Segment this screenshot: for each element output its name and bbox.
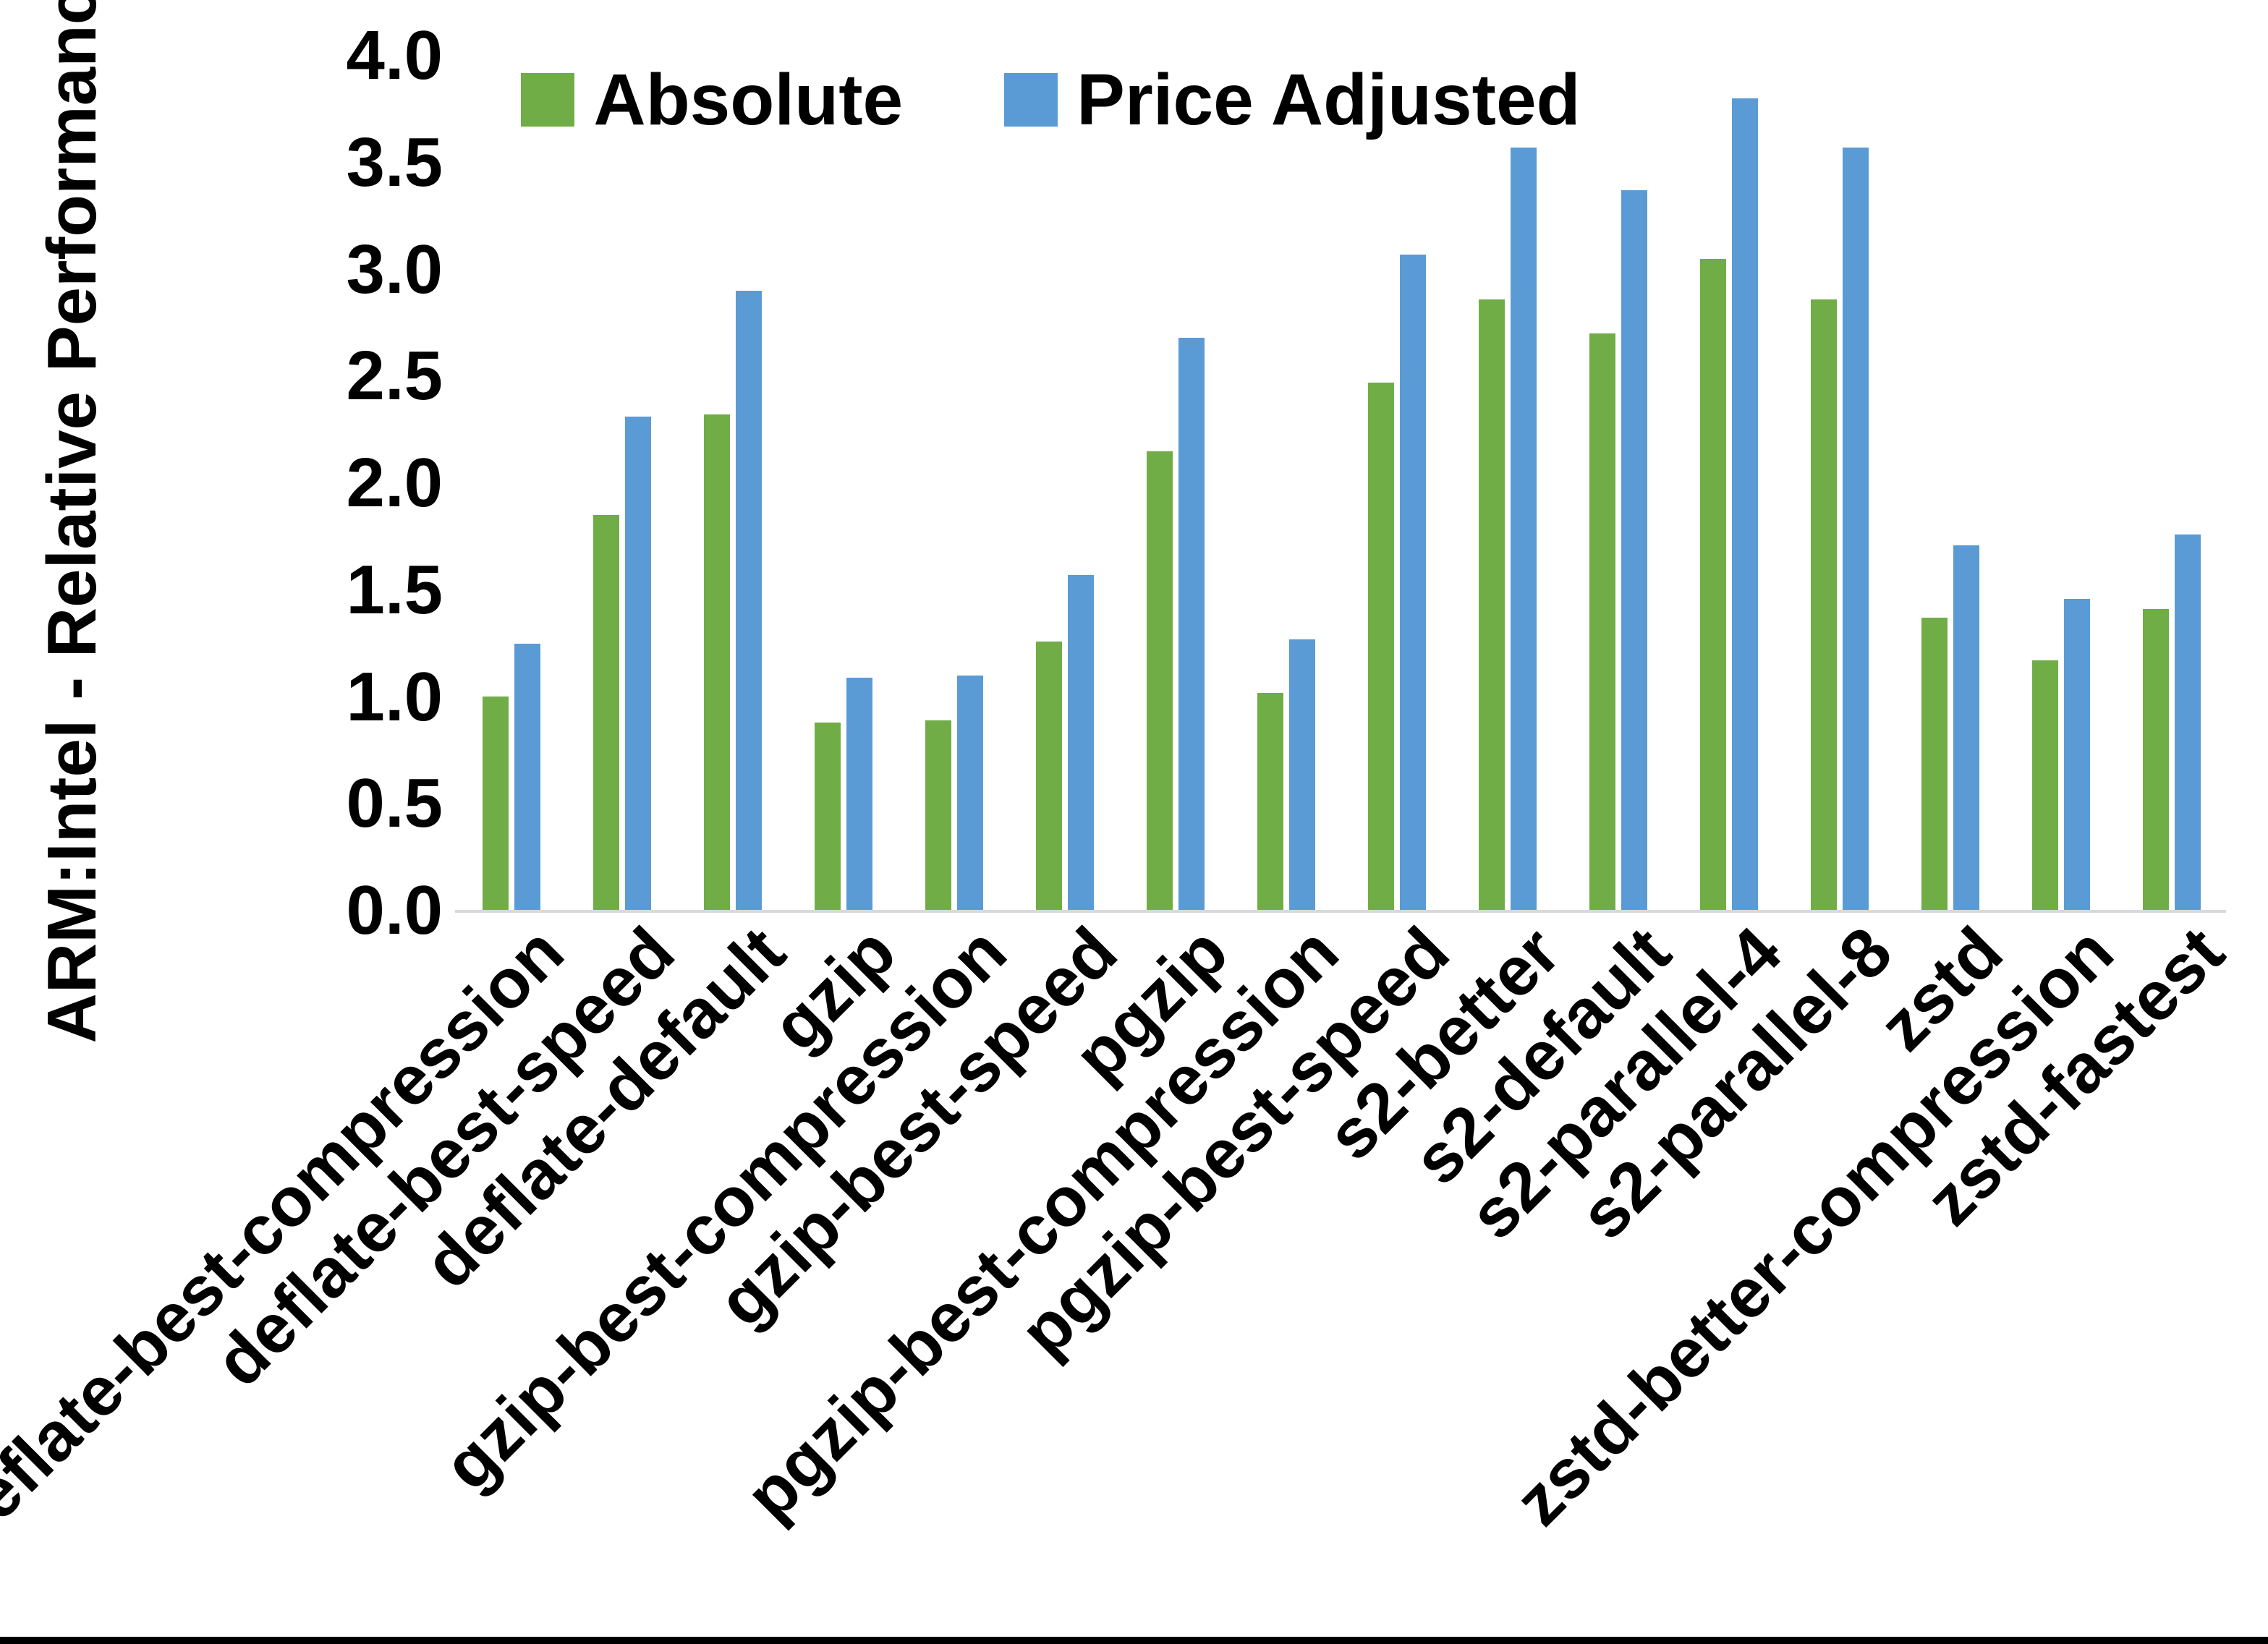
legend-item-absolute: Absolute xyxy=(521,64,903,136)
bar-price-adjusted-s2-default xyxy=(1621,190,1647,911)
bar-absolute-deflate-best-compression xyxy=(483,697,509,911)
bar-absolute-pgzip xyxy=(1147,451,1173,911)
bar-price-adjusted-gzip xyxy=(846,678,872,911)
y-tick-label-0.0: 0.0 xyxy=(346,872,443,949)
bar-price-adjusted-s2-parallel-4 xyxy=(1732,98,1758,911)
x-axis-line xyxy=(455,910,2226,913)
y-tick-label-1.5: 1.5 xyxy=(346,550,443,629)
bar-absolute-deflate-best-speed xyxy=(593,515,619,911)
bar-absolute-s2-parallel-4 xyxy=(1700,259,1726,911)
bar-price-adjusted-zstd xyxy=(1953,545,1979,911)
absolute-series-swatch-icon xyxy=(521,73,575,127)
bar-absolute-zstd xyxy=(1921,618,1948,911)
bar-price-adjusted-deflate-default xyxy=(736,291,762,911)
bar-absolute-gzip-best-speed xyxy=(1036,642,1062,911)
y-tick-label-2.5: 2.5 xyxy=(346,337,443,415)
bar-price-adjusted-s2-better xyxy=(1511,148,1537,911)
bottom-border-bar xyxy=(0,1637,2268,1644)
y-tick-label-3.0: 3.0 xyxy=(346,230,443,308)
legend: Absolute Price Adjusted xyxy=(0,64,2185,136)
bar-price-adjusted-zstd-better-compression xyxy=(2064,599,2090,911)
bar-absolute-gzip-best-compression xyxy=(925,720,951,911)
price-adjusted-series-swatch-icon xyxy=(1004,73,1058,127)
bar-price-adjusted-pgzip-best-compression xyxy=(1289,639,1315,911)
bar-price-adjusted-deflate-best-speed xyxy=(625,417,651,911)
y-tick-label-3.5: 3.5 xyxy=(346,123,443,201)
bar-absolute-pgzip-best-compression xyxy=(1257,693,1283,911)
legend-item-price-adjusted: Price Adjusted xyxy=(1004,59,1581,140)
bar-price-adjusted-pgzip-best-speed xyxy=(1400,255,1426,911)
bar-absolute-deflate-default xyxy=(704,414,730,911)
bar-absolute-s2-parallel-8 xyxy=(1811,299,1837,911)
bar-absolute-s2-better xyxy=(1479,299,1505,911)
x-label-anchor-zstd-fastest: zstd-fastest xyxy=(1826,906,2239,1240)
bar-absolute-pgzip-best-speed xyxy=(1368,383,1394,911)
bar-price-adjusted-zstd-fastest xyxy=(2175,534,2201,911)
y-tick-label-4.0: 4.0 xyxy=(346,17,443,94)
bar-absolute-zstd-fastest xyxy=(2143,609,2169,911)
bar-absolute-s2-default xyxy=(1589,333,1615,911)
y-tick-label-0.5: 0.5 xyxy=(346,764,443,843)
bar-absolute-zstd-better-compression xyxy=(2032,660,2058,911)
bar-price-adjusted-deflate-best-compression xyxy=(514,644,540,911)
bar-absolute-gzip xyxy=(815,723,841,911)
legend-label-price-adjusted: Price Adjusted xyxy=(1076,59,1581,140)
y-tick-label-1.0: 1.0 xyxy=(346,657,443,736)
y-tick-label-2.0: 2.0 xyxy=(346,444,443,521)
bar-price-adjusted-gzip-best-speed xyxy=(1068,575,1094,911)
bar-price-adjusted-pgzip xyxy=(1178,338,1205,911)
bar-price-adjusted-gzip-best-compression xyxy=(957,676,983,911)
bar-price-adjusted-s2-parallel-8 xyxy=(1843,148,1869,911)
legend-label-absolute: Absolute xyxy=(593,59,904,140)
